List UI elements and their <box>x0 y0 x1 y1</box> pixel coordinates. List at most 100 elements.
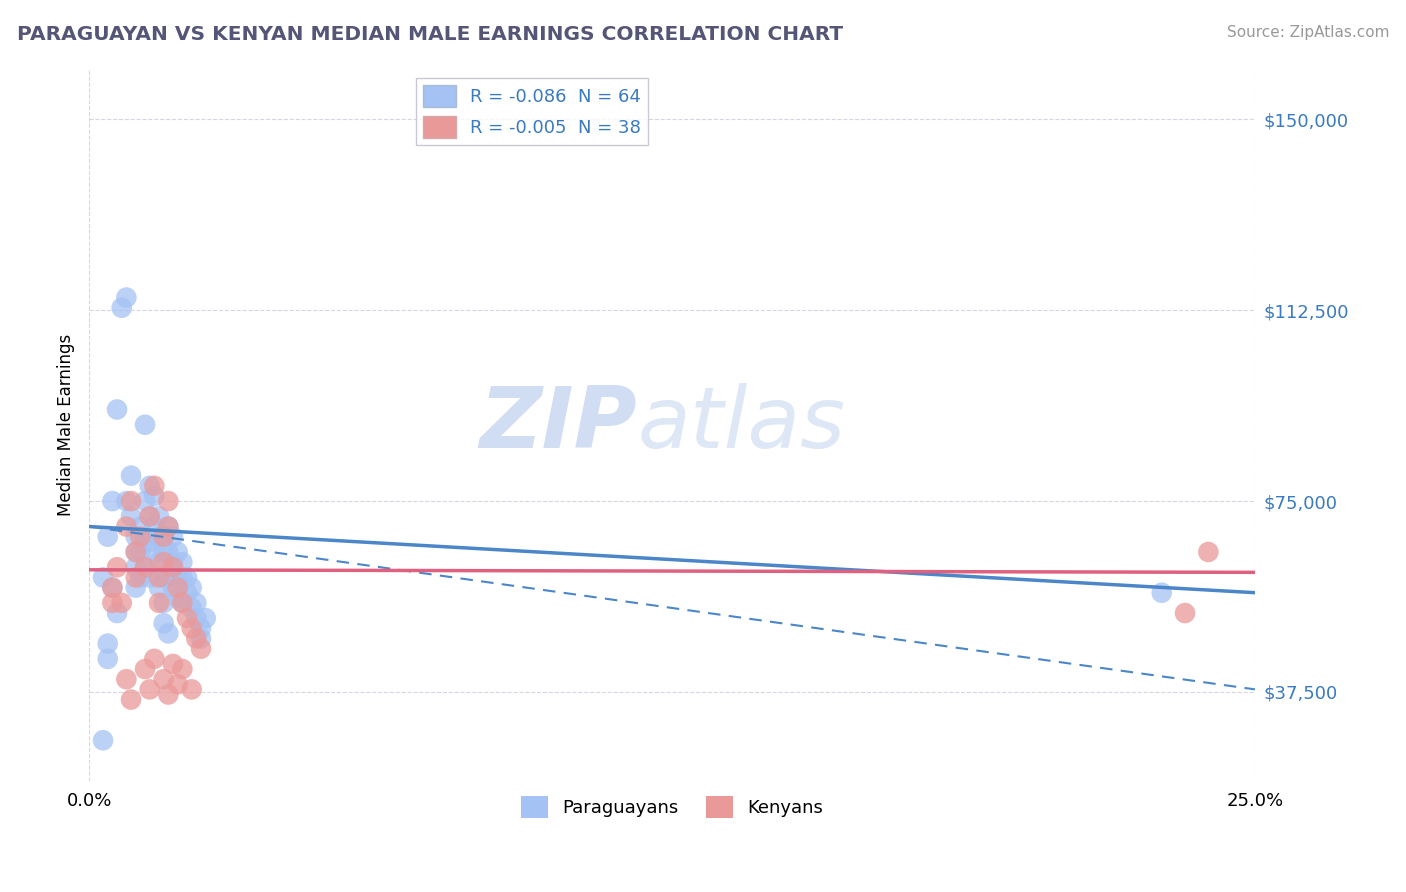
Point <box>125 545 148 559</box>
Point <box>143 652 166 666</box>
Point <box>1174 606 1197 620</box>
Point <box>180 621 202 635</box>
Point <box>152 672 174 686</box>
Point <box>166 677 188 691</box>
Point <box>105 560 128 574</box>
Point <box>172 596 194 610</box>
Point <box>125 530 148 544</box>
Point <box>129 519 152 533</box>
Point <box>166 545 188 559</box>
Point <box>186 611 208 625</box>
Point <box>166 591 188 605</box>
Point <box>129 530 152 544</box>
Point <box>172 570 194 584</box>
Point <box>120 509 142 524</box>
Text: Source: ZipAtlas.com: Source: ZipAtlas.com <box>1226 25 1389 40</box>
Point <box>97 637 120 651</box>
Point <box>186 632 208 646</box>
Point <box>134 530 156 544</box>
Point <box>134 560 156 574</box>
Point <box>125 570 148 584</box>
Point <box>148 555 170 569</box>
Point <box>138 509 160 524</box>
Point <box>190 641 212 656</box>
Point <box>134 662 156 676</box>
Point <box>111 596 134 610</box>
Point <box>152 530 174 544</box>
Point <box>162 555 184 569</box>
Point <box>166 570 188 584</box>
Point <box>1197 545 1219 559</box>
Point <box>138 509 160 524</box>
Point <box>176 585 198 599</box>
Point <box>129 570 152 584</box>
Point <box>134 560 156 574</box>
Legend: Paraguayans, Kenyans: Paraguayans, Kenyans <box>513 789 831 825</box>
Point <box>134 417 156 432</box>
Point <box>115 291 138 305</box>
Point <box>143 479 166 493</box>
Point <box>115 519 138 533</box>
Point <box>129 545 152 559</box>
Point <box>157 688 180 702</box>
Point <box>186 596 208 610</box>
Point <box>162 560 184 574</box>
Point <box>111 301 134 315</box>
Text: ZIP: ZIP <box>479 384 637 467</box>
Point <box>1150 585 1173 599</box>
Point <box>190 632 212 646</box>
Point <box>157 545 180 559</box>
Y-axis label: Median Male Earnings: Median Male Earnings <box>58 334 75 516</box>
Point <box>97 652 120 666</box>
Point <box>101 596 124 610</box>
Point <box>101 494 124 508</box>
Point <box>138 570 160 584</box>
Point <box>157 494 180 508</box>
Point <box>101 581 124 595</box>
Point <box>148 509 170 524</box>
Point <box>152 530 174 544</box>
Point <box>180 581 202 595</box>
Point <box>172 555 194 569</box>
Point <box>143 489 166 503</box>
Point <box>115 672 138 686</box>
Point <box>125 560 148 574</box>
Point <box>162 581 184 595</box>
Point <box>176 611 198 625</box>
Point <box>148 596 170 610</box>
Point <box>138 479 160 493</box>
Point <box>180 682 202 697</box>
Point <box>138 682 160 697</box>
Point <box>148 570 170 584</box>
Point <box>157 626 180 640</box>
Point <box>166 581 188 595</box>
Point <box>125 581 148 595</box>
Point <box>162 657 184 671</box>
Point <box>138 534 160 549</box>
Point <box>105 402 128 417</box>
Point <box>162 530 184 544</box>
Point <box>152 555 174 569</box>
Point <box>91 733 114 747</box>
Point <box>172 596 194 610</box>
Point <box>152 616 174 631</box>
Point <box>134 494 156 508</box>
Point <box>152 596 174 610</box>
Point <box>157 570 180 584</box>
Text: atlas: atlas <box>637 384 845 467</box>
Point <box>180 601 202 615</box>
Point <box>157 519 180 533</box>
Point <box>152 545 174 559</box>
Point <box>157 519 180 533</box>
Point <box>172 662 194 676</box>
Point <box>91 570 114 584</box>
Point <box>194 611 217 625</box>
Point <box>125 545 148 559</box>
Point <box>120 468 142 483</box>
Point <box>148 581 170 595</box>
Point <box>120 692 142 706</box>
Point <box>120 494 142 508</box>
Point <box>115 494 138 508</box>
Point <box>190 621 212 635</box>
Point <box>105 606 128 620</box>
